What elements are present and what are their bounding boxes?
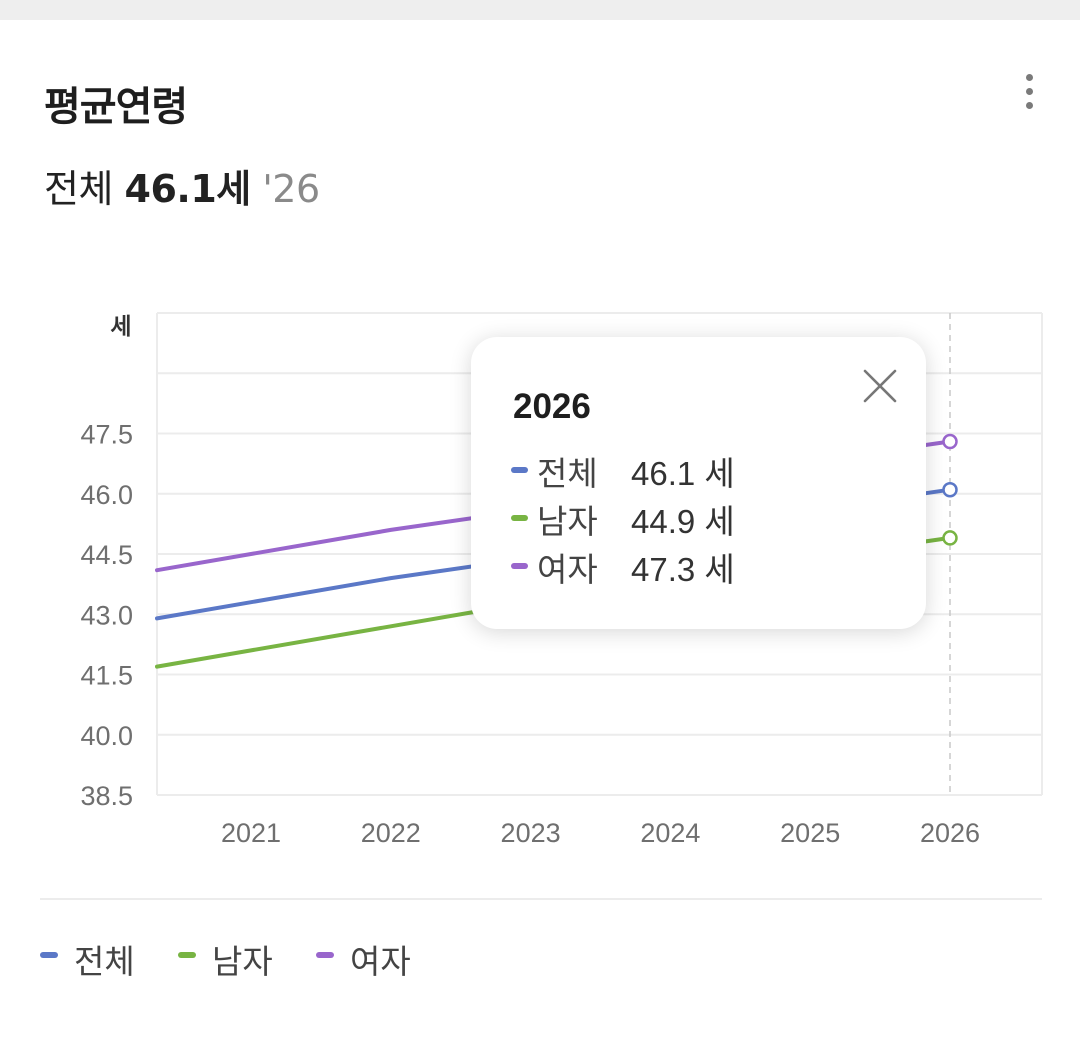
- line-chart[interactable]: 38.5 40.0 41.5 43.0 44.5 46.0 47.5 2021 2022 2023…: [0, 290, 1080, 870]
- tooltip-value: 46.1 세: [631, 454, 735, 493]
- y-tick-label: 43.0: [80, 600, 133, 630]
- tooltip-row-total: 전체 46.1 세: [511, 447, 891, 493]
- close-icon[interactable]: [859, 365, 901, 407]
- tooltip-value: 47.3 세: [631, 550, 735, 589]
- summary-value: 46.1세: [124, 167, 252, 211]
- legend-divider: [40, 898, 1042, 900]
- y-tick-label: 41.5: [80, 661, 133, 691]
- tooltip-dash-total: [511, 467, 528, 473]
- tooltip-dash-female: [511, 563, 528, 569]
- legend-label: 여자: [350, 942, 411, 981]
- tooltip-dash-male: [511, 515, 528, 521]
- tooltip-card: 2026 전체 46.1 세 남자 44.9 세 여자 47.3 세: [471, 337, 926, 629]
- tooltip-row-male: 남자 44.9 세: [511, 495, 891, 541]
- x-tick-label: 2025: [780, 818, 840, 848]
- chart-legend: 전체 남자 여자: [40, 930, 640, 981]
- tooltip-row-female: 여자 47.3 세: [511, 543, 891, 589]
- y-tick-label: 38.5: [80, 781, 133, 811]
- legend-dash-total: [40, 952, 58, 958]
- tooltip-label: 전체: [537, 454, 598, 493]
- tooltip-year: 2026: [513, 387, 591, 426]
- tooltip-label: 여자: [537, 550, 598, 589]
- x-tick-label: 2026: [920, 818, 980, 848]
- legend-label: 전체: [74, 942, 135, 981]
- chart-axes: 38.5 40.0 41.5 43.0 44.5 46.0 47.5 2021 2022 2023…: [80, 420, 980, 849]
- x-tick-label: 2023: [501, 818, 561, 848]
- summary-label: 전체: [44, 167, 113, 211]
- y-tick-label: 46.0: [80, 480, 133, 510]
- tooltip-label: 남자: [537, 502, 598, 541]
- legend-label: 남자: [212, 942, 273, 981]
- card-title: 평균연령: [44, 84, 188, 130]
- x-tick-label: 2022: [361, 818, 421, 848]
- summary-year: '26: [262, 167, 320, 211]
- y-tick-label: 40.0: [80, 721, 133, 751]
- legend-dash-male: [178, 952, 196, 958]
- x-tick-label: 2024: [640, 818, 700, 848]
- y-tick-label: 47.5: [80, 420, 133, 450]
- x-tick-label: 2021: [221, 818, 281, 848]
- summary-line: 전체 46.1세 '26: [44, 158, 320, 213]
- top-strip: [0, 0, 1080, 20]
- tooltip-value: 44.9 세: [631, 502, 735, 541]
- y-axis-unit: 세: [110, 314, 131, 340]
- legend-dash-female: [316, 952, 334, 958]
- data-point-marker: [942, 433, 958, 450]
- data-point-marker: [942, 481, 958, 498]
- data-point-marker: [942, 530, 958, 546]
- more-vertical-icon[interactable]: [1014, 70, 1046, 114]
- y-tick-label: 44.5: [80, 540, 133, 570]
